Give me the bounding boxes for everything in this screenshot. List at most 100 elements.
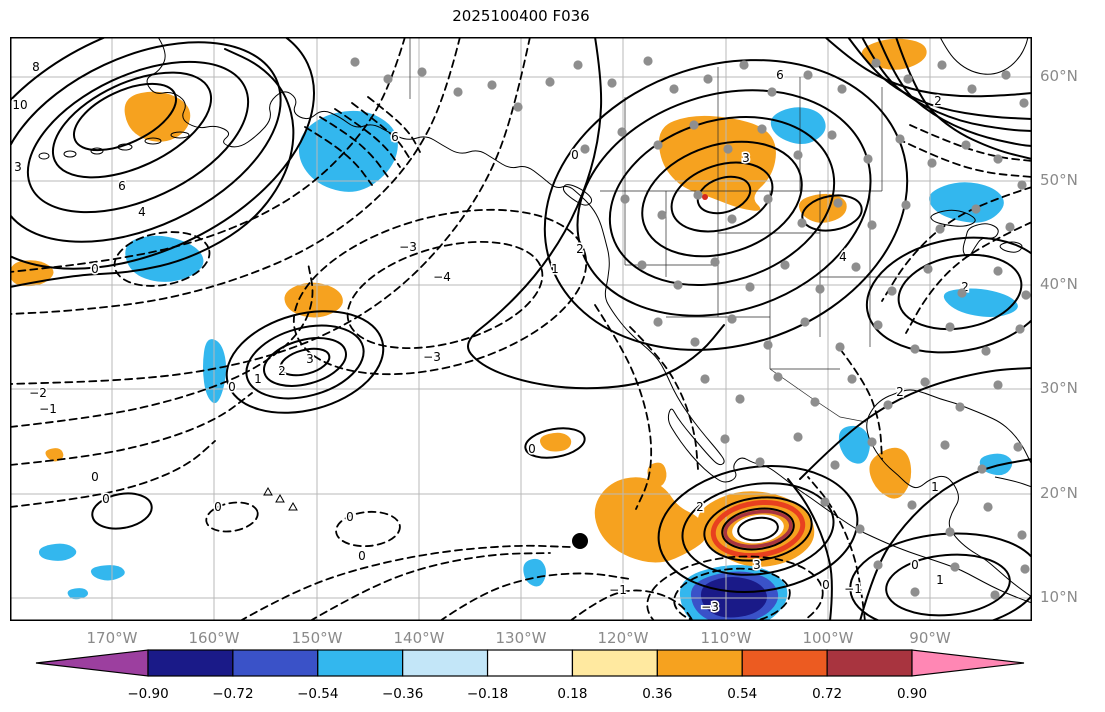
station-dot: [607, 78, 617, 88]
station-dot: [797, 218, 807, 228]
contour-solid: [10, 37, 315, 270]
lon-tick-label: 130°W: [495, 629, 547, 647]
contour-dashed: [909, 124, 1032, 162]
colorbar-tick-label: −0.54: [297, 686, 338, 702]
shaded-region: [38, 543, 77, 561]
station-dot: [901, 200, 911, 210]
contour-label: 3: [306, 352, 314, 366]
island-triangle: [263, 486, 273, 496]
contour-solid: [225, 310, 385, 414]
station-dot: [710, 257, 720, 267]
colorbar-segment: [232, 649, 319, 677]
shaded-region: [658, 115, 776, 211]
colorbar-tick-label: −0.36: [382, 686, 423, 702]
station-dot: [835, 342, 845, 352]
contour-label: 3: [753, 558, 761, 572]
station-dot: [887, 286, 897, 296]
station-dot: [983, 502, 993, 512]
station-dot: [820, 497, 830, 507]
station-dot: [873, 320, 883, 330]
contour-solid: [885, 553, 1011, 617]
colorbar-canvas: −0.90 −0.72 −0.54 −0.36 −0.18 0.18 0.36 0.54 0.7…: [35, 649, 1025, 702]
colorbar-segment: [826, 649, 913, 677]
contour-dashed: [439, 572, 631, 621]
contour-dashed: [351, 102, 411, 160]
red-station-dot: [702, 194, 708, 200]
contour-dashed: [646, 555, 824, 621]
shaded-region: [284, 282, 343, 318]
colorbar-segment: [571, 649, 658, 677]
shaded-region: [203, 339, 227, 404]
contour-solid: [799, 367, 1032, 480]
contour-label: 2: [896, 385, 904, 399]
station-dot: [793, 432, 803, 442]
coastline: [146, 37, 1032, 604]
station-dot: [833, 198, 843, 208]
station-dot: [950, 562, 960, 572]
shaded-region: [647, 462, 667, 487]
station-dot: [935, 224, 945, 234]
station-dot: [653, 140, 663, 150]
contour-solid: [861, 37, 1032, 132]
coastline: [994, 476, 1032, 488]
lon-tick-label: 110°W: [700, 629, 752, 647]
contour-label: 0: [358, 549, 366, 563]
map-layers: 34681006−3−4−3−2−1000012301234622210123−…: [10, 37, 1032, 621]
station-dot: [383, 74, 393, 84]
contour-solid: [524, 427, 586, 459]
contour-dashed: [319, 116, 389, 178]
contour-label: −1: [844, 582, 862, 596]
island: [90, 147, 104, 155]
station-dot: [653, 317, 663, 327]
colorbar-tick-label: 0.36: [642, 686, 672, 702]
contour-label: 2: [696, 500, 704, 514]
station-dot: [690, 337, 700, 347]
lat-tick-label: 10°N: [1040, 588, 1078, 606]
map-frame: [10, 37, 1032, 621]
station-dot: [723, 144, 733, 154]
lat-tick-label: 50°N: [1040, 171, 1078, 189]
contour-label: 0: [911, 558, 919, 572]
highlight-dot: [572, 533, 588, 549]
station-dot: [545, 77, 555, 87]
colorbar-tick-label: −0.90: [127, 686, 168, 702]
station-dot: [1019, 98, 1029, 108]
contour-label: 0: [214, 500, 222, 514]
lat-tick-label: 60°N: [1040, 67, 1078, 85]
station-dot: [923, 264, 933, 274]
shaded-region: [979, 453, 1013, 476]
shaded-region: [869, 447, 912, 499]
contour-label: 2: [278, 364, 286, 378]
station-dot: [920, 377, 930, 387]
station-dot: [617, 127, 627, 137]
contour-solid: [849, 532, 1032, 621]
contour-label: 4: [138, 205, 146, 219]
map-canvas: 34681006−3−4−3−2−1000012301234622210123−…: [10, 37, 1032, 621]
contour-label: 0: [102, 492, 110, 506]
lon-tick-label: 160°W: [188, 629, 240, 647]
station-dot: [735, 394, 745, 404]
gridline-layer: [10, 37, 1032, 621]
contour-dashed: [905, 221, 1032, 334]
station-dot: [1005, 222, 1015, 232]
coastline: [562, 184, 593, 206]
shaded-region: [928, 182, 1004, 223]
lon-tick-label: 100°W: [802, 629, 854, 647]
lon-tick-label: 170°W: [86, 629, 138, 647]
colorbar-segment: [147, 649, 234, 677]
station-dot: [981, 346, 991, 356]
station-dot: [773, 372, 783, 382]
colorbar-segment: [317, 649, 404, 677]
island: [63, 150, 77, 158]
station-dot: [800, 317, 810, 327]
political-border: [769, 368, 867, 423]
station-dot: [945, 527, 955, 537]
contour-solid: [877, 37, 1032, 147]
island: [170, 131, 190, 139]
station-dot: [487, 80, 497, 90]
contour-solid: [703, 496, 813, 562]
border-layer: [409, 37, 910, 423]
contour-solid: [847, 37, 1032, 120]
contour-label: 0: [822, 578, 830, 592]
